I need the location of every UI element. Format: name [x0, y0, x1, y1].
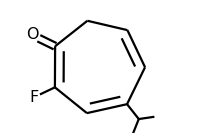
Text: F: F [29, 90, 38, 105]
Text: O: O [26, 27, 38, 42]
